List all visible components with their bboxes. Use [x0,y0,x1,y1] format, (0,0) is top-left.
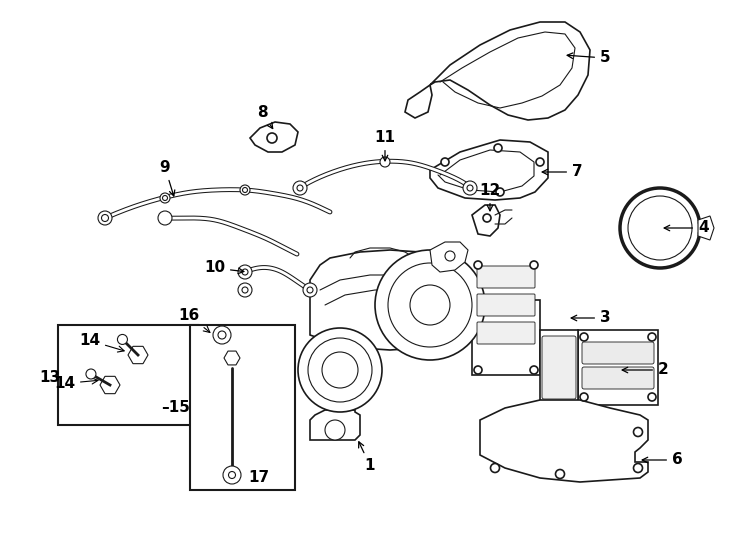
Circle shape [496,188,504,196]
Circle shape [86,369,96,379]
Circle shape [580,393,588,401]
Circle shape [98,211,112,225]
Circle shape [530,261,538,269]
Circle shape [410,285,450,325]
FancyBboxPatch shape [578,330,658,405]
Text: 7: 7 [542,165,583,179]
Circle shape [325,420,345,440]
Circle shape [388,263,472,347]
Circle shape [160,193,170,203]
Circle shape [242,269,248,275]
FancyBboxPatch shape [472,300,540,375]
Polygon shape [310,250,460,350]
Polygon shape [405,85,432,118]
Text: –15: –15 [161,400,190,415]
FancyBboxPatch shape [477,294,535,316]
Circle shape [556,469,564,478]
Circle shape [580,333,588,341]
FancyBboxPatch shape [540,330,578,405]
Circle shape [441,158,449,166]
Circle shape [162,195,167,200]
Polygon shape [472,205,500,236]
Circle shape [298,328,382,412]
FancyBboxPatch shape [542,336,576,399]
Circle shape [467,185,473,191]
Polygon shape [430,140,548,200]
Polygon shape [698,216,714,240]
Text: 10: 10 [204,260,244,275]
Circle shape [375,250,485,360]
Circle shape [101,214,109,221]
FancyBboxPatch shape [582,367,654,389]
Circle shape [218,331,226,339]
Text: 14: 14 [54,376,98,391]
Polygon shape [430,242,468,272]
Text: 8: 8 [257,105,273,129]
Circle shape [620,188,700,268]
Circle shape [238,265,252,279]
Text: 16: 16 [179,308,210,333]
Circle shape [213,326,231,344]
Polygon shape [128,346,148,363]
Circle shape [307,287,313,293]
Circle shape [322,352,358,388]
Text: 3: 3 [571,310,611,326]
Circle shape [158,211,172,225]
Circle shape [297,185,303,191]
Circle shape [445,251,455,261]
Text: 17: 17 [248,470,269,485]
Circle shape [648,393,656,401]
Circle shape [308,338,372,402]
Circle shape [494,144,502,152]
Text: 2: 2 [622,362,669,377]
Circle shape [648,333,656,341]
Polygon shape [430,22,590,120]
Circle shape [633,463,642,472]
Circle shape [240,185,250,195]
Circle shape [474,366,482,374]
Circle shape [117,334,128,345]
Circle shape [303,283,317,297]
Text: 11: 11 [374,130,396,161]
Polygon shape [100,376,120,394]
Text: 13: 13 [40,370,61,386]
Circle shape [238,283,252,297]
Bar [190,325,295,490]
Circle shape [633,428,642,436]
Circle shape [463,181,477,195]
Circle shape [483,214,491,222]
FancyBboxPatch shape [582,342,654,364]
Circle shape [628,196,692,260]
Circle shape [267,133,277,143]
Text: 12: 12 [479,183,501,211]
Text: 5: 5 [567,51,611,65]
Polygon shape [310,410,360,440]
Text: 14: 14 [79,333,124,352]
Text: 1: 1 [359,442,375,473]
Circle shape [536,158,544,166]
Circle shape [228,471,236,478]
FancyBboxPatch shape [477,266,535,288]
Circle shape [242,187,247,192]
Text: 6: 6 [642,453,683,468]
Circle shape [380,157,390,167]
Circle shape [242,287,248,293]
Circle shape [530,366,538,374]
Circle shape [490,463,500,472]
Polygon shape [480,400,648,482]
Bar [58,325,198,425]
Circle shape [293,181,307,195]
Polygon shape [250,122,298,152]
Polygon shape [224,351,240,365]
FancyBboxPatch shape [477,322,535,344]
Circle shape [474,261,482,269]
Text: 9: 9 [160,160,175,196]
Circle shape [223,466,241,484]
Text: 4: 4 [664,220,708,235]
